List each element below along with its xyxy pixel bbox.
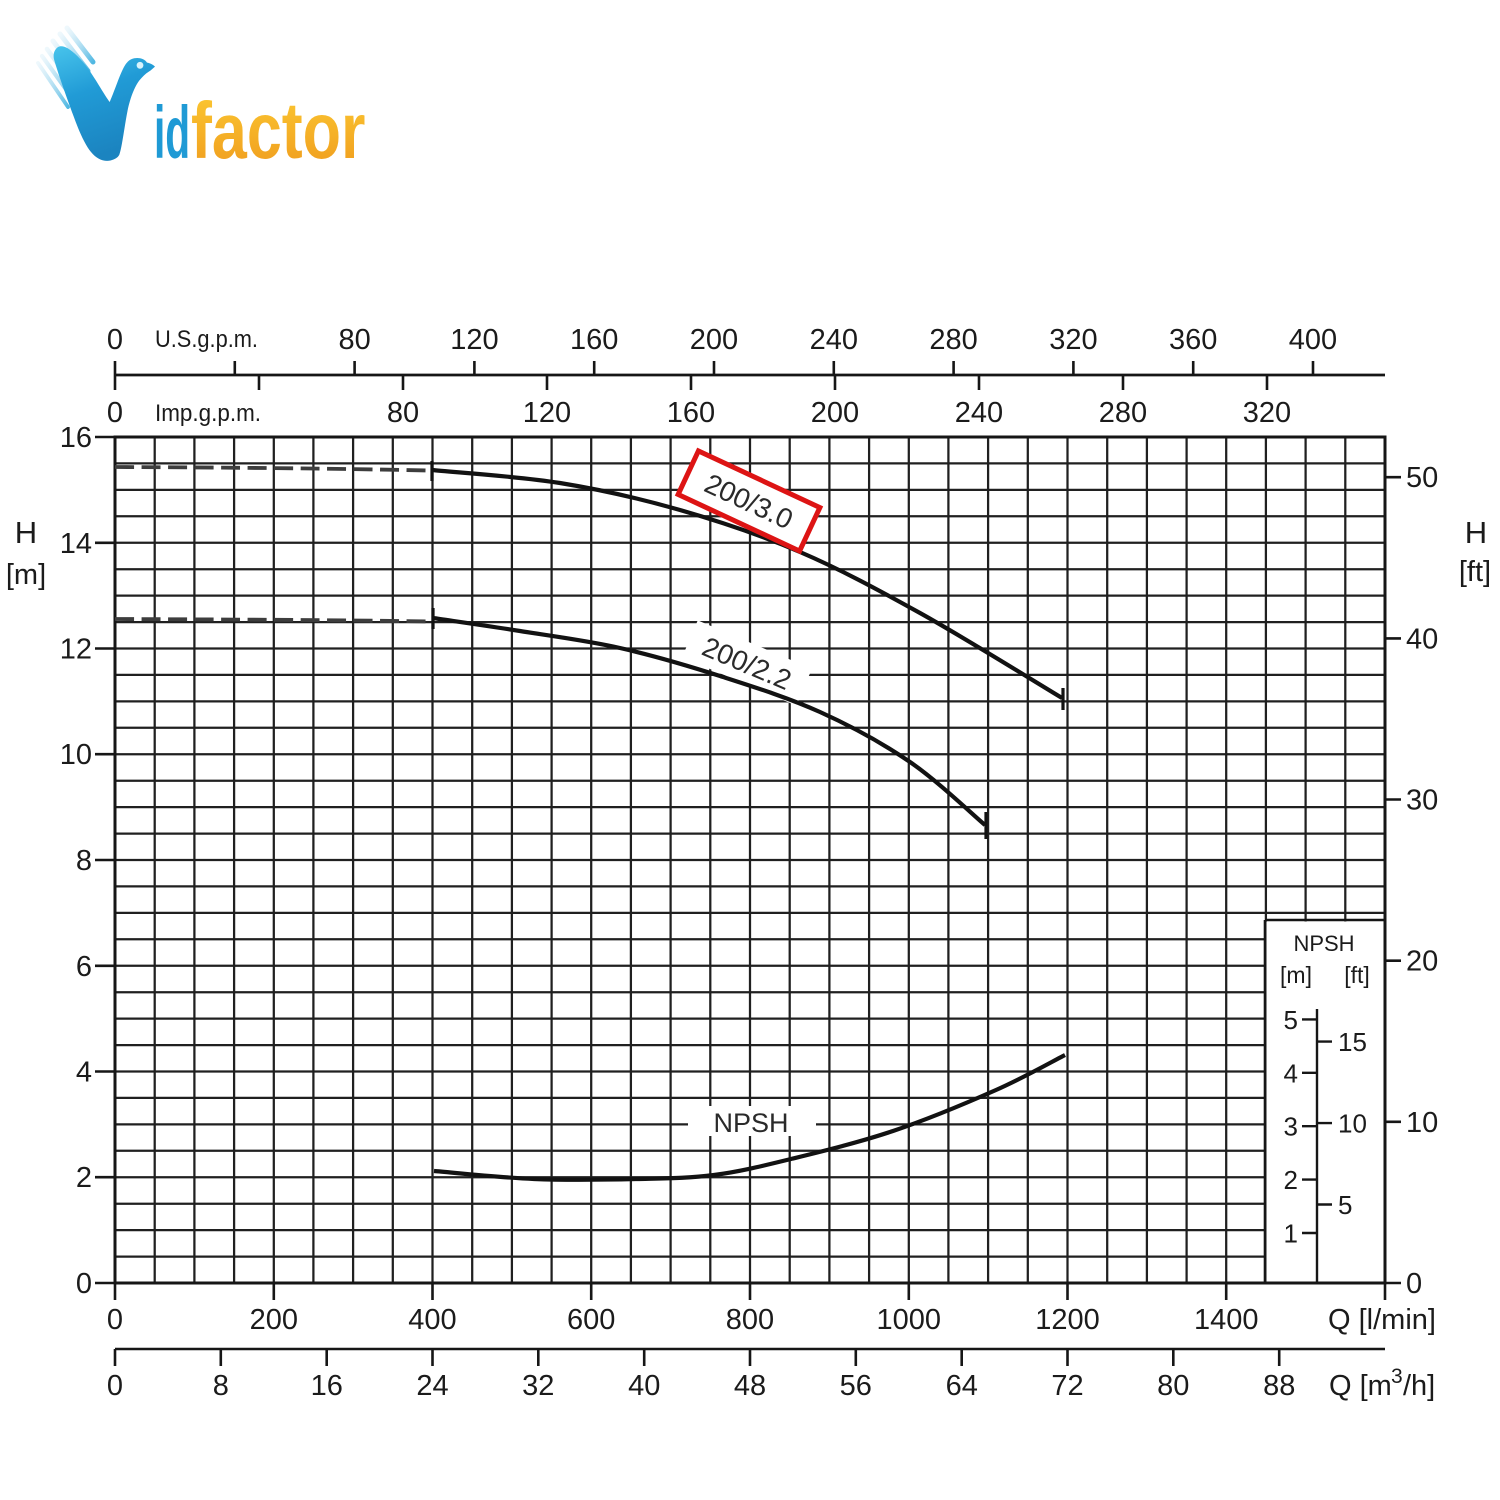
svg-text:Imp.g.p.m.: Imp.g.p.m. <box>155 400 261 427</box>
svg-text:6: 6 <box>76 951 92 983</box>
svg-text:10: 10 <box>1338 1109 1367 1139</box>
svg-text:240: 240 <box>955 397 1003 429</box>
svg-text:5: 5 <box>1338 1190 1352 1220</box>
svg-text:[m]: [m] <box>1280 962 1312 988</box>
svg-text:32: 32 <box>522 1370 554 1402</box>
svg-text:10: 10 <box>1406 1107 1438 1139</box>
svg-text:3: 3 <box>1391 1365 1403 1388</box>
svg-text:360: 360 <box>1169 324 1217 356</box>
svg-text:280: 280 <box>1099 397 1147 429</box>
svg-text:160: 160 <box>570 324 618 356</box>
svg-text:1200: 1200 <box>1035 1304 1100 1336</box>
svg-text:48: 48 <box>734 1370 766 1402</box>
svg-text:320: 320 <box>1049 324 1097 356</box>
svg-text:4: 4 <box>76 1057 92 1089</box>
svg-text:40: 40 <box>628 1370 660 1402</box>
svg-text:1000: 1000 <box>877 1304 942 1336</box>
svg-text:0: 0 <box>76 1268 92 1300</box>
svg-text:2: 2 <box>76 1162 92 1194</box>
svg-text:8: 8 <box>213 1370 229 1402</box>
svg-text:120: 120 <box>523 397 571 429</box>
svg-text:56: 56 <box>840 1370 872 1402</box>
svg-text:1: 1 <box>1284 1219 1298 1249</box>
svg-text:/h]: /h] <box>1403 1370 1435 1402</box>
svg-text:0: 0 <box>107 1304 123 1336</box>
svg-text:2: 2 <box>1284 1165 1298 1195</box>
svg-text:64: 64 <box>946 1370 978 1402</box>
svg-text:NPSH: NPSH <box>1293 931 1354 956</box>
svg-text:NPSH: NPSH <box>713 1108 788 1138</box>
svg-text:10: 10 <box>60 739 92 771</box>
svg-text:0: 0 <box>107 397 123 429</box>
svg-text:Q [m: Q [m <box>1329 1370 1392 1402</box>
svg-text:15: 15 <box>1338 1027 1367 1057</box>
svg-text:400: 400 <box>408 1304 456 1336</box>
svg-text:200: 200 <box>250 1304 298 1336</box>
svg-text:40: 40 <box>1406 623 1438 655</box>
svg-text:U.S.g.p.m.: U.S.g.p.m. <box>155 326 258 353</box>
svg-text:0: 0 <box>107 324 123 356</box>
svg-text:200: 200 <box>690 324 738 356</box>
svg-text:240: 240 <box>810 324 858 356</box>
svg-text:12: 12 <box>60 634 92 666</box>
svg-text:88: 88 <box>1263 1370 1295 1402</box>
svg-text:3: 3 <box>1284 1112 1298 1142</box>
svg-text:[ft]: [ft] <box>1459 556 1491 588</box>
svg-text:8: 8 <box>76 845 92 877</box>
svg-text:H: H <box>1465 515 1487 550</box>
svg-text:400: 400 <box>1289 324 1337 356</box>
svg-text:800: 800 <box>726 1304 774 1336</box>
svg-text:16: 16 <box>60 422 92 454</box>
svg-text:H: H <box>15 515 37 550</box>
svg-text:factor: factor <box>191 87 365 176</box>
svg-text:280: 280 <box>929 324 977 356</box>
svg-text:80: 80 <box>387 397 419 429</box>
svg-text:24: 24 <box>416 1370 448 1402</box>
svg-text:200: 200 <box>811 397 859 429</box>
svg-text:600: 600 <box>567 1304 615 1336</box>
svg-text:id: id <box>154 91 190 174</box>
svg-text:Q [l/min]: Q [l/min] <box>1328 1304 1436 1336</box>
svg-text:[ft]: [ft] <box>1344 962 1370 988</box>
svg-text:0: 0 <box>1406 1268 1422 1300</box>
svg-text:5: 5 <box>1284 1005 1298 1035</box>
svg-text:160: 160 <box>667 397 715 429</box>
svg-text:[m]: [m] <box>6 559 46 591</box>
svg-text:72: 72 <box>1051 1370 1083 1402</box>
svg-text:14: 14 <box>60 528 92 560</box>
svg-text:120: 120 <box>450 324 498 356</box>
svg-text:20: 20 <box>1406 946 1438 978</box>
svg-text:320: 320 <box>1243 397 1291 429</box>
svg-text:1400: 1400 <box>1194 1304 1259 1336</box>
svg-text:0: 0 <box>107 1370 123 1402</box>
svg-text:80: 80 <box>338 324 370 356</box>
svg-text:80: 80 <box>1157 1370 1189 1402</box>
svg-text:16: 16 <box>311 1370 343 1402</box>
svg-text:50: 50 <box>1406 462 1438 494</box>
svg-text:4: 4 <box>1284 1058 1298 1088</box>
svg-text:30: 30 <box>1406 785 1438 817</box>
